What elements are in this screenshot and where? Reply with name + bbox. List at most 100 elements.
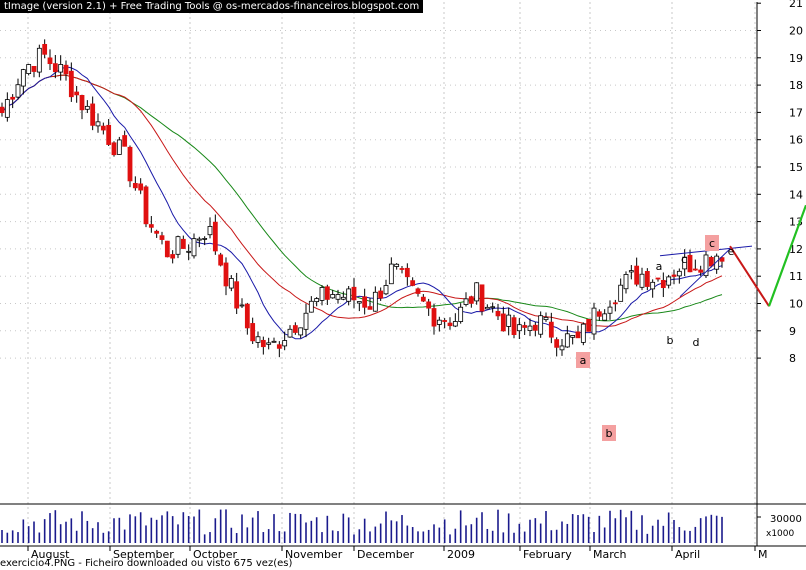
candle-body <box>324 286 330 300</box>
x-month-label: August <box>31 548 70 561</box>
candle-body <box>644 270 650 287</box>
candle-body <box>58 64 64 73</box>
candle-body <box>698 269 704 273</box>
candle-body <box>676 270 682 277</box>
candle-body <box>687 254 693 273</box>
candle-body <box>575 331 581 339</box>
moving-average-short-line <box>1 66 723 340</box>
candle-body <box>266 342 272 345</box>
y-tick-label: 17 <box>789 106 803 119</box>
candle-body <box>212 221 218 252</box>
x-month-label: October <box>193 548 237 561</box>
candle-body <box>52 63 58 73</box>
candle-body <box>42 44 48 55</box>
candle-body <box>682 256 688 270</box>
candle-body <box>250 323 256 342</box>
candle-body <box>500 313 506 332</box>
candle-body <box>100 125 106 131</box>
y-tick-label: 16 <box>789 134 803 147</box>
candle-body <box>436 319 442 325</box>
x-month-label: M <box>758 548 768 561</box>
wave-label-triangle: e <box>728 245 735 258</box>
candle-body <box>319 287 325 301</box>
candle-body <box>719 257 725 262</box>
triangle-lower-line <box>679 248 731 298</box>
candle-body <box>479 284 485 312</box>
candle-body <box>111 142 117 156</box>
candle-body <box>612 302 618 305</box>
candle-body <box>164 240 170 258</box>
candle-body <box>506 314 512 327</box>
y-tick-label: 10 <box>789 298 803 311</box>
x-month-label: December <box>357 548 415 561</box>
candle-body <box>591 307 597 335</box>
candle-body <box>303 312 309 330</box>
candle-body <box>554 339 560 348</box>
candle-body <box>516 324 522 332</box>
candle-body <box>335 294 341 300</box>
candle-body <box>639 273 645 288</box>
candle-body <box>666 276 672 286</box>
y-tick-label: 12 <box>789 243 803 256</box>
candle-body <box>538 315 544 335</box>
candle-body <box>367 306 373 310</box>
candle-body <box>127 146 133 182</box>
projection-up-line <box>767 204 806 307</box>
candle-body <box>84 105 90 110</box>
candle-body <box>239 304 245 307</box>
x-month-label: February <box>523 548 572 561</box>
candle-body <box>692 268 698 271</box>
candle-body <box>234 281 240 309</box>
candle-body <box>628 270 634 273</box>
candle-body <box>106 124 112 145</box>
candle-body <box>410 280 416 286</box>
candle-body <box>122 135 128 147</box>
candle-body <box>388 263 394 285</box>
candle-body <box>394 263 400 267</box>
candle-body <box>202 238 208 240</box>
candle-body <box>36 47 42 73</box>
candle-body <box>415 288 421 294</box>
candle-body <box>586 318 592 332</box>
candle-body <box>346 288 352 302</box>
candle-body <box>495 310 501 317</box>
candle-body <box>623 274 629 290</box>
candle-body <box>543 317 549 321</box>
moving-average-mid-line <box>1 74 723 327</box>
volume-axis-label: x1000 <box>766 529 795 539</box>
candle-body <box>90 103 96 126</box>
candle-body <box>372 291 378 312</box>
y-tick-label: 19 <box>789 52 803 65</box>
candle-body <box>703 254 709 277</box>
candle-body <box>442 320 448 322</box>
candle-body <box>564 333 570 348</box>
candle-body <box>143 186 149 225</box>
candle-body <box>228 278 234 289</box>
candle-body <box>20 69 26 87</box>
candle-body <box>0 106 5 114</box>
candle-body <box>308 300 314 313</box>
candle-body <box>431 308 437 327</box>
candle-body <box>207 226 213 236</box>
y-tick-label: 9 <box>789 325 796 338</box>
y-tick-label: 8 <box>789 352 796 365</box>
candle-body <box>655 277 661 280</box>
candle-body <box>596 311 602 317</box>
wave-label-primary: b <box>606 427 613 440</box>
candle-body <box>255 336 261 343</box>
candle-body <box>68 70 74 98</box>
candle-body <box>31 65 37 72</box>
volume-axis-label: 30000 <box>770 514 802 525</box>
candle-body <box>484 306 490 310</box>
candle-body <box>447 322 453 327</box>
candle-body <box>287 328 293 338</box>
candle-body <box>244 303 250 329</box>
candle-body <box>15 84 21 98</box>
candle-body <box>154 230 160 234</box>
candle-body <box>351 286 357 301</box>
candle-body <box>602 313 608 321</box>
candle-body <box>159 235 165 240</box>
candle-body <box>383 285 389 295</box>
candle-body <box>260 339 266 348</box>
candle-body <box>282 340 288 347</box>
